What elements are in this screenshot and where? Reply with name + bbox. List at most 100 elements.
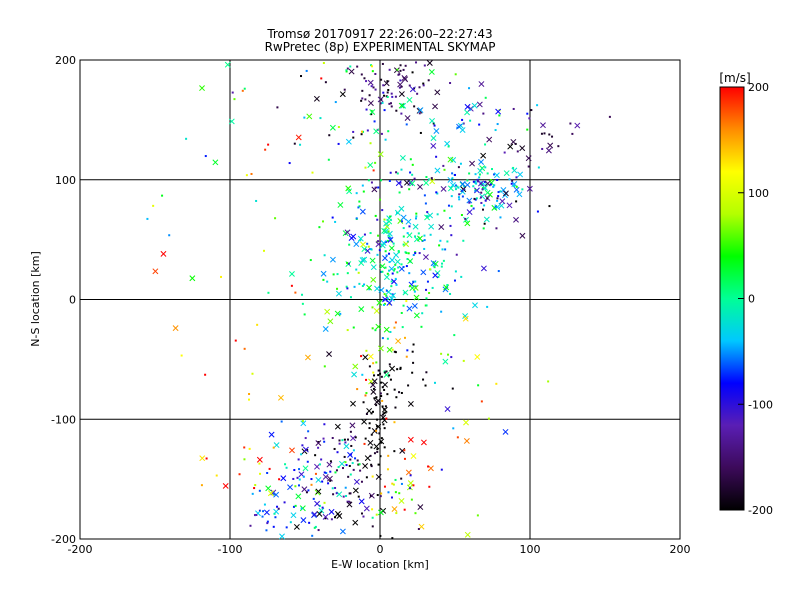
data-point-dot <box>398 86 401 89</box>
data-point-cross <box>172 325 179 332</box>
data-point-dot <box>370 463 373 466</box>
data-point-dot <box>168 234 171 237</box>
data-point-dot <box>405 251 408 254</box>
data-point-dot <box>384 411 387 414</box>
data-point-cross <box>427 212 434 219</box>
data-point-dot <box>436 213 439 216</box>
data-point-dot <box>391 537 394 540</box>
data-point-dot <box>361 89 364 92</box>
data-point-dot <box>331 216 334 219</box>
data-point-dot <box>255 513 258 516</box>
y-tick-label: -200 <box>51 533 76 546</box>
data-point-dot <box>384 266 387 269</box>
data-point-dot <box>364 394 367 397</box>
data-point-cross <box>370 264 377 271</box>
data-point-dot <box>349 430 352 433</box>
data-point-cross <box>506 202 513 209</box>
data-point-cross <box>474 187 480 194</box>
data-point-dot <box>370 85 373 88</box>
data-point-dot <box>486 305 489 308</box>
data-point-dot <box>528 117 531 120</box>
data-point-dot <box>334 220 337 223</box>
data-point-cross <box>383 326 390 333</box>
data-point-dot <box>363 442 366 445</box>
data-point-dot <box>384 250 387 253</box>
data-point-dot <box>395 283 398 286</box>
grid-lines <box>80 60 680 539</box>
data-point-dot <box>346 261 349 264</box>
data-point-dot <box>390 102 393 105</box>
data-point-cross <box>402 76 409 83</box>
data-point-dot <box>383 303 386 306</box>
data-point-dot <box>396 368 399 371</box>
data-point-cross <box>427 465 434 472</box>
data-point-dot <box>264 148 267 151</box>
data-point-dot <box>394 406 397 409</box>
data-point-dot <box>440 310 443 313</box>
data-point-dot <box>447 353 450 356</box>
data-point-dot <box>414 512 417 515</box>
data-point-dot <box>272 446 275 449</box>
data-point-dot <box>317 529 320 532</box>
data-point-cross <box>406 96 413 103</box>
data-point-cross <box>326 351 333 358</box>
data-point-cross <box>422 254 429 261</box>
data-point-dot <box>381 337 384 340</box>
data-point-dot <box>385 289 388 292</box>
data-point-dot <box>440 265 443 268</box>
data-point-dot <box>386 468 389 471</box>
data-point-cross <box>420 269 427 276</box>
data-point-cross <box>337 202 344 208</box>
data-point-dot <box>527 165 530 168</box>
data-point-dot <box>374 72 377 75</box>
data-point-dot <box>476 178 479 181</box>
data-point-dot <box>408 188 411 191</box>
data-point-dot <box>406 232 409 235</box>
data-point-dot <box>461 195 464 198</box>
data-point-dot <box>350 444 353 447</box>
data-point-cross <box>519 232 526 239</box>
colorbar-ticks: 200 100 0 -100 -200 <box>738 81 773 517</box>
data-point-dot <box>373 397 376 400</box>
data-point-dot <box>263 503 266 506</box>
data-point-cross <box>511 167 518 174</box>
data-point-cross <box>348 235 355 241</box>
data-point-dot <box>403 449 406 452</box>
data-point-cross <box>498 202 505 209</box>
data-point-dot <box>472 180 475 183</box>
data-point-dot <box>393 388 396 391</box>
data-point-dot <box>437 275 440 278</box>
data-point-dot <box>386 337 389 340</box>
data-point-cross <box>459 181 466 187</box>
data-point-dot <box>417 232 420 235</box>
data-point-dot <box>449 82 452 85</box>
data-point-dot <box>513 185 516 188</box>
y-tick-label: 200 <box>55 54 76 67</box>
data-point-dot <box>371 525 374 528</box>
data-point-dot <box>441 248 444 251</box>
data-point-dot <box>356 65 359 68</box>
data-point-dot <box>446 240 449 243</box>
data-point-dot <box>248 398 251 401</box>
data-point-dot <box>444 248 447 251</box>
data-point-cross <box>371 186 378 193</box>
data-point-dot <box>302 475 305 478</box>
data-point-cross <box>405 469 412 476</box>
data-point-dot <box>323 501 326 504</box>
data-point-cross <box>398 498 405 504</box>
data-point-dot <box>304 437 307 440</box>
data-point-cross <box>499 198 506 205</box>
data-point-cross <box>344 229 351 236</box>
data-point-cross <box>287 484 294 491</box>
data-point-dot <box>405 300 408 303</box>
data-point-cross <box>359 257 366 264</box>
data-point-dot <box>419 131 422 134</box>
data-point-dot <box>482 112 485 115</box>
data-point-dot <box>428 178 431 181</box>
data-point-dot <box>373 452 376 455</box>
data-point-dot <box>272 493 275 496</box>
data-point-cross <box>361 246 368 253</box>
data-point-cross <box>417 504 424 511</box>
data-point-dot <box>345 70 348 73</box>
data-point-cross <box>348 68 355 75</box>
